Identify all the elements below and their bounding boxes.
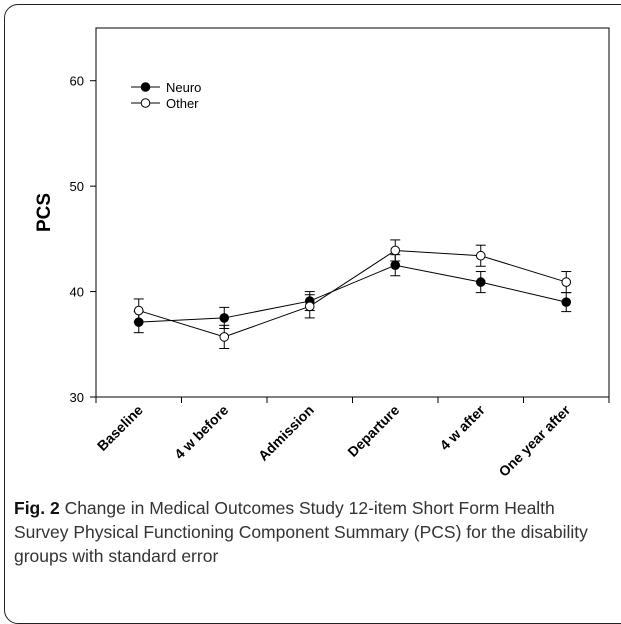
legend-marker [140, 82, 151, 92]
x-axis-ticks: Baseline 4 w before Admission Departure 4 w … [94, 397, 610, 480]
data-point [133, 305, 144, 316]
data-point [219, 313, 230, 323]
legend-label: Neuro [166, 80, 201, 95]
y-tick-label: 50 [70, 179, 84, 194]
y-tick-label: 60 [70, 74, 84, 89]
series-other [133, 239, 572, 350]
series-line [138, 249, 567, 338]
data-point [390, 260, 401, 271]
y-tick-label: 40 [70, 285, 84, 300]
x-tick-label: Admission [255, 402, 317, 464]
legend-label: Other [166, 96, 199, 111]
data-point [475, 277, 486, 287]
data-point [304, 301, 315, 312]
data-point [561, 297, 572, 307]
x-tick-label: One year after [495, 401, 573, 479]
series-line [138, 264, 567, 323]
figure-label: Fig. 2 [14, 498, 60, 518]
caption-text: Change in Medical Outcomes Study 12-item… [14, 498, 588, 566]
x-tick-label: Baseline [94, 402, 146, 454]
y-tick-label: 30 [70, 390, 84, 405]
series-neuro [133, 254, 572, 334]
x-tick-label: 4 w after [436, 401, 488, 453]
data-point [475, 250, 486, 261]
y-axis-label: PCS [34, 193, 55, 232]
line-chart: 30 40 50 60 Baseline 4 w before Admission Depa… [34, 27, 610, 480]
plot-series [133, 239, 572, 350]
figure-caption: Fig. 2 Change in Medical Outcomes Study … [14, 496, 614, 568]
x-tick-label: Departure [344, 402, 402, 460]
data-point [219, 332, 230, 342]
legend-marker [140, 98, 151, 108]
data-point [390, 245, 401, 256]
y-axis-ticks: 30 40 50 60 [70, 74, 96, 405]
data-point [561, 277, 572, 287]
x-tick-label: 4 w before [171, 402, 231, 462]
